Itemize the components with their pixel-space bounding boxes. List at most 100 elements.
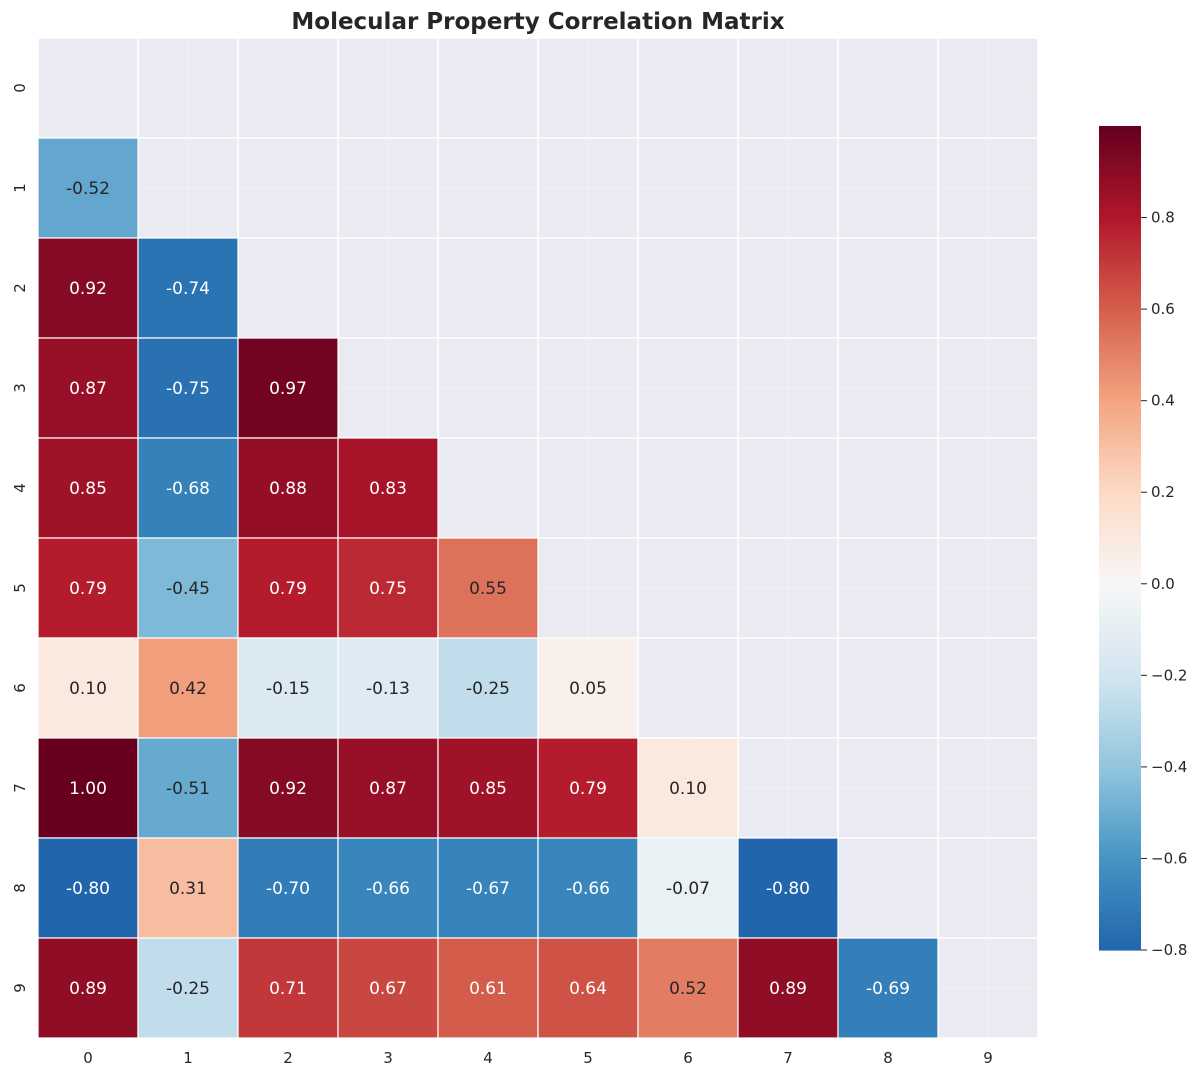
colorbar-segment	[1099, 904, 1141, 910]
heatmap-cell-label-5-3: 0.75	[369, 579, 407, 599]
colorbar-segment	[1099, 134, 1141, 139]
x-tick-label-3: 3	[383, 1049, 393, 1067]
heatmap-cell-label-9-4: 0.61	[469, 979, 507, 999]
heatmap-cell-label-8-1: 0.31	[169, 879, 207, 899]
heatmap-cell-9-3	[337, 937, 439, 1039]
colorbar-segment	[1099, 364, 1141, 370]
colorbar-segment	[1099, 809, 1141, 815]
heatmap-cell-8-4	[437, 837, 539, 939]
colorbar-segment	[1099, 645, 1141, 650]
heatmap-cell-label-3-2: 0.97	[269, 379, 307, 399]
colorbar-segment	[1099, 847, 1141, 852]
colorbar-segment	[1099, 521, 1141, 527]
heatmap-cell-2-1	[137, 237, 239, 339]
colorbar-segment	[1099, 311, 1141, 317]
heatmap-cell-label-8-2: -0.70	[266, 879, 310, 899]
heatmap-cell-5-1	[137, 537, 239, 639]
colorbar-tick-label-2: −0.4	[1151, 758, 1187, 776]
colorbar-segment	[1099, 130, 1141, 135]
x-tick-label-5: 5	[583, 1049, 593, 1067]
colorbar-segment	[1099, 500, 1141, 506]
colorbar-segment	[1099, 698, 1141, 704]
colorbar-segment	[1099, 797, 1141, 803]
x-tick-label-8: 8	[883, 1049, 893, 1067]
colorbar-segment	[1099, 649, 1141, 654]
heatmap-cell-8-7	[737, 837, 839, 939]
heatmap-cell-label-7-6: 0.10	[669, 779, 707, 799]
colorbar-segment	[1099, 196, 1141, 201]
colorbar-segment	[1099, 776, 1141, 782]
colorbar-tick-label-1: −0.6	[1151, 849, 1187, 867]
colorbar-segment	[1099, 138, 1141, 144]
heatmap-cell-label-8-4: -0.67	[466, 879, 510, 899]
colorbar-segment	[1099, 167, 1141, 172]
heatmap-cell-3-2	[237, 337, 339, 439]
colorbar-segment	[1099, 900, 1141, 906]
heatmap-cell-8-2	[237, 837, 339, 939]
colorbar-segment	[1099, 216, 1141, 222]
colorbar-segment	[1099, 278, 1141, 284]
heatmap-cell-label-8-7: -0.80	[766, 879, 810, 899]
colorbar-segment	[1099, 212, 1141, 218]
colorbar-segment	[1099, 356, 1141, 362]
colorbar-segment	[1099, 418, 1141, 424]
colorbar-segment	[1099, 307, 1141, 312]
colorbar-segment	[1099, 332, 1141, 337]
heatmap-cell-label-7-0: 1.00	[69, 779, 107, 799]
heatmap-cell-label-7-1: -0.51	[166, 779, 210, 799]
y-tick-label-1: 1	[11, 183, 29, 193]
colorbar-segment	[1099, 616, 1141, 621]
colorbar-segment	[1099, 344, 1141, 350]
colorbar-segment	[1099, 855, 1141, 860]
colorbar-segment	[1099, 171, 1141, 177]
colorbar-segment	[1099, 702, 1141, 708]
colorbar-segment	[1099, 513, 1141, 518]
colorbar-segment	[1099, 896, 1141, 902]
colorbar-segment	[1099, 690, 1141, 696]
colorbar-segment	[1099, 154, 1141, 160]
heatmap-cell-5-3	[337, 537, 439, 639]
colorbar-segment	[1099, 241, 1141, 247]
heatmap-cell-7-5	[537, 737, 639, 839]
heatmap-cell-7-2	[237, 737, 339, 839]
heatmap-cell-label-9-2: 0.71	[269, 979, 307, 999]
colorbar-segment	[1099, 735, 1141, 741]
colorbar-segment	[1099, 764, 1141, 770]
heatmap-cell-label-8-0: -0.80	[66, 879, 110, 899]
colorbar-segment	[1099, 542, 1141, 547]
colorbar-segment	[1099, 274, 1141, 280]
heatmap-cell-label-5-0: 0.79	[69, 579, 107, 599]
colorbar-tick-label-4: 0.0	[1151, 575, 1175, 593]
colorbar-segment	[1099, 294, 1141, 300]
colorbar-segment	[1099, 620, 1141, 626]
heatmap-cell-label-3-1: -0.75	[166, 379, 210, 399]
heatmap-cell-label-3-0: 0.87	[69, 379, 107, 399]
colorbar-segment	[1099, 373, 1141, 378]
colorbar-segment	[1099, 352, 1141, 358]
chart-title: Molecular Property Correlation Matrix	[291, 9, 784, 35]
heatmap-cell-label-7-3: 0.87	[369, 779, 407, 799]
y-tick-label-2: 2	[11, 283, 29, 293]
heatmap-cells	[37, 137, 939, 1039]
colorbar-segment	[1099, 422, 1141, 428]
colorbar-segment	[1099, 669, 1141, 675]
colorbar-segment	[1099, 509, 1141, 514]
colorbar-segment	[1099, 636, 1141, 642]
heatmap-cell-label-4-2: 0.88	[269, 479, 307, 499]
heatmap-cell-label-9-5: 0.64	[569, 979, 607, 999]
colorbar-segment	[1099, 303, 1141, 308]
colorbar-segment	[1099, 224, 1141, 230]
colorbar-segment	[1099, 781, 1141, 786]
colorbar-segment	[1099, 570, 1141, 576]
colorbar-segment	[1099, 917, 1141, 922]
colorbar-segment	[1099, 789, 1141, 795]
heatmap-cell-9-0	[37, 937, 139, 1039]
colorbar-segment	[1099, 447, 1141, 453]
colorbar-segment	[1099, 583, 1141, 589]
colorbar-segment	[1099, 126, 1141, 131]
heatmap-cell-label-9-7: 0.89	[769, 979, 807, 999]
colorbar-segment	[1099, 842, 1141, 848]
colorbar-segment	[1099, 220, 1141, 226]
colorbar-segment	[1099, 838, 1141, 844]
colorbar-segment	[1099, 414, 1141, 420]
